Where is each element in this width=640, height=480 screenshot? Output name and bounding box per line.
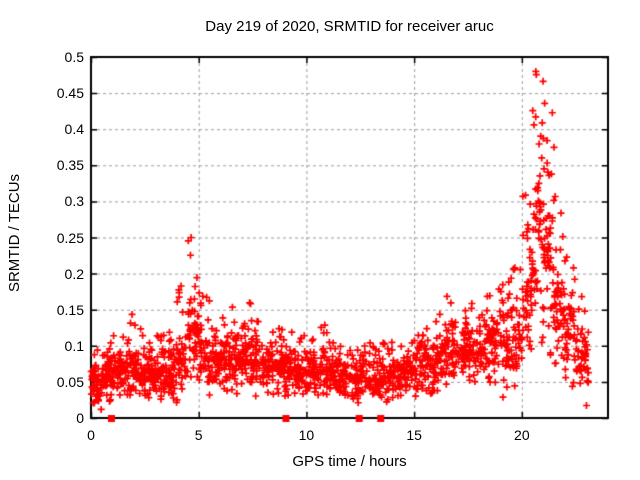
y-tick-label: 0.05 bbox=[56, 373, 84, 390]
y-tick-label: 0.35 bbox=[56, 157, 84, 174]
x-tick-label: 20 bbox=[514, 427, 530, 443]
y-tick-label: 0.3 bbox=[64, 193, 84, 210]
y-tick-label: 0.25 bbox=[56, 229, 84, 246]
x-tick-label: 10 bbox=[298, 427, 315, 443]
y-tick-label: 0.5 bbox=[64, 49, 84, 65]
x-tick-label: 0 bbox=[87, 427, 95, 443]
x-tick-label: 5 bbox=[194, 427, 203, 443]
y-tick-label: 0.4 bbox=[64, 121, 84, 138]
y-tick-label: 0.2 bbox=[64, 265, 84, 282]
x-tick-label: 15 bbox=[406, 427, 422, 443]
y-tick-label: 0.45 bbox=[56, 85, 84, 102]
y-tick-label: 0.15 bbox=[56, 301, 84, 318]
chart-title: Day 219 of 2020, SRMTID for receiver aru… bbox=[205, 18, 494, 35]
y-tick-label: 0.1 bbox=[64, 337, 84, 354]
y-tick-label: 0 bbox=[76, 410, 84, 426]
x-axis-label: GPS time / hours bbox=[292, 453, 407, 470]
